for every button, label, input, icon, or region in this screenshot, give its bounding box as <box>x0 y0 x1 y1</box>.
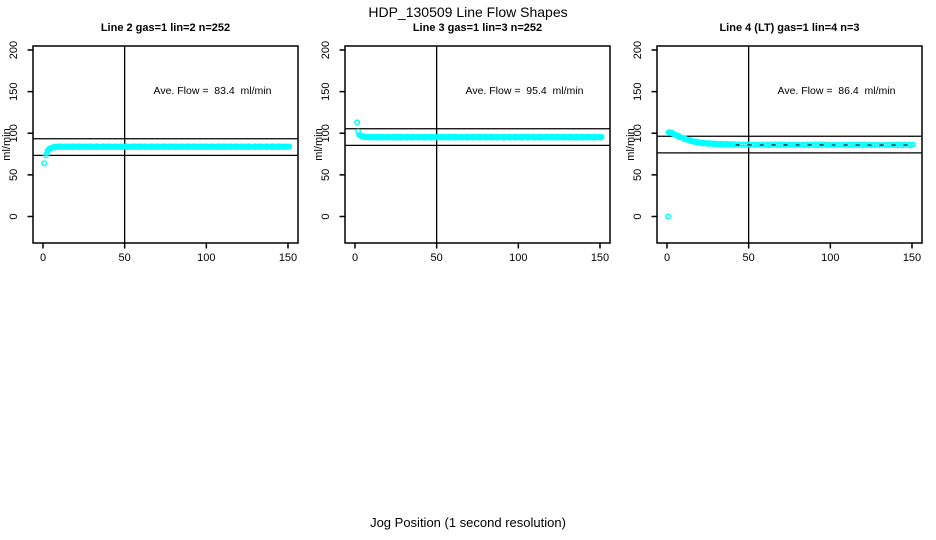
panel-title-2: Line 3 gas=1 lin=3 n=252 <box>412 22 543 34</box>
data-points-group <box>41 143 293 167</box>
flow-panel-2: 0 50 100 150 0 50 100 150 200 ml/min Line 3 gas=1… <box>312 0 624 270</box>
x-tick-label: 150 <box>903 252 921 264</box>
x-tick-label: 0 <box>352 252 358 264</box>
data-point <box>286 143 293 150</box>
plot-area-3: 0 50 100 150 0 50 100 150 200 ml/min <box>625 41 923 264</box>
ave-flow-annotation-1: Ave. Flow = 83.4 ml/min <box>153 85 272 97</box>
plot-area-1: 0 50 100 150 0 50 100 150 200 ml/min <box>1 41 299 264</box>
y-tick-label: 200 <box>320 41 332 59</box>
ave-flow-annotation-2: Ave. Flow = 95.4 ml/min <box>465 85 584 97</box>
reference-lines-group <box>345 46 610 243</box>
x-tick-label: 0 <box>664 252 670 264</box>
x-tick-label: 50 <box>119 252 131 264</box>
y-tick-label: 200 <box>8 41 20 59</box>
y-axis-title: ml/min <box>1 128 13 160</box>
ave-flow-annotation-3: Ave. Flow = 86.4 ml/min <box>777 85 896 97</box>
y-tick-label: 200 <box>632 41 644 59</box>
outlier-point <box>354 119 361 126</box>
x-tick-label: 100 <box>197 252 215 264</box>
y-axis-title: ml/min <box>313 128 325 160</box>
y-tick-label: 0 <box>320 213 332 219</box>
y-axis-title: ml/min <box>625 128 637 160</box>
y-tick-label: 150 <box>320 82 332 100</box>
y-tick-label: 50 <box>8 169 20 181</box>
panel-title-3: Line 4 (LT) gas=1 lin=4 n=3 <box>719 22 860 34</box>
y-tick-label: 0 <box>632 213 644 219</box>
plot-box <box>344 45 611 244</box>
x-tick-label: 50 <box>431 252 443 264</box>
x-tick-label: 0 <box>40 252 46 264</box>
outlier-point <box>665 213 672 220</box>
y-tick-label: 100 <box>632 124 644 142</box>
x-axis-label: Jog Position (1 second resolution) <box>370 515 566 530</box>
plot-area-2: 0 50 100 150 0 50 100 150 200 ml/min <box>313 41 611 264</box>
y-tick-label: 50 <box>320 169 332 181</box>
data-points-group <box>354 119 605 141</box>
x-tick-label: 150 <box>591 252 609 264</box>
x-tick-label: 150 <box>279 252 297 264</box>
outlier-point <box>41 160 48 167</box>
axes-group: 0 50 100 150 0 50 100 150 200 ml/min <box>1 41 297 264</box>
data-point <box>910 141 917 148</box>
axes-group: 0 50 100 150 0 50 100 150 200 ml/min <box>625 41 921 264</box>
flow-panel-3: 0 50 100 150 0 50 100 150 200 ml/min Line 4 (LT) … <box>624 0 936 270</box>
plot-box <box>32 45 299 244</box>
panel-title-1: Line 2 gas=1 lin=2 n=252 <box>100 22 231 34</box>
y-tick-label: 150 <box>632 82 644 100</box>
flow-panel-1: 0 50 100 150 0 50 100 150 200 ml/min Line 2 gas=1… <box>0 0 312 270</box>
outlier-point <box>355 128 362 135</box>
plot-box <box>656 45 923 244</box>
main-title: HDP_130509 Line Flow Shapes <box>368 4 568 20</box>
data-points-group <box>665 129 917 220</box>
y-tick-label: 0 <box>8 213 20 219</box>
x-tick-label: 100 <box>509 252 527 264</box>
y-tick-label: 50 <box>632 169 644 181</box>
y-tick-label: 150 <box>8 82 20 100</box>
data-point <box>598 133 605 140</box>
x-tick-label: 50 <box>743 252 755 264</box>
y-tick-label: 100 <box>320 124 332 142</box>
axes-group: 0 50 100 150 0 50 100 150 200 ml/min <box>313 41 609 264</box>
x-tick-label: 100 <box>821 252 839 264</box>
y-tick-label: 100 <box>8 124 20 142</box>
